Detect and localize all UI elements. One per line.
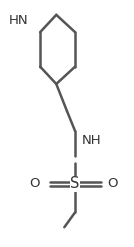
Text: HN: HN: [9, 15, 29, 27]
Text: NH: NH: [81, 134, 101, 147]
Text: O: O: [30, 177, 40, 190]
Text: S: S: [70, 176, 80, 191]
Text: O: O: [107, 177, 118, 190]
